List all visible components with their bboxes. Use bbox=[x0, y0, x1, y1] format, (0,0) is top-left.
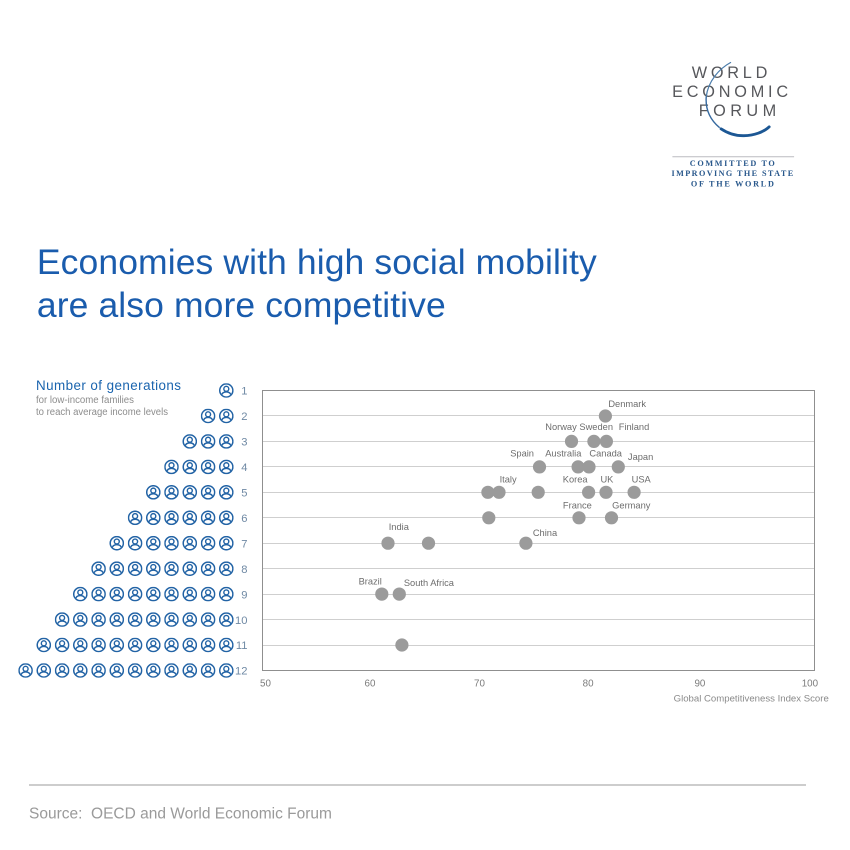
svg-text:11: 11 bbox=[236, 640, 248, 652]
svg-text:Source: OECD and World Econom: Source: OECD and World Economic Forum bbox=[29, 806, 332, 823]
svg-text:India: India bbox=[389, 522, 410, 532]
svg-text:100: 100 bbox=[802, 678, 819, 689]
svg-text:Japan: Japan bbox=[628, 452, 653, 462]
svg-text:COMMITTED TO: COMMITTED TO bbox=[690, 159, 775, 168]
svg-text:Canada: Canada bbox=[589, 449, 622, 459]
svg-text:Global Competitiveness Index S: Global Competitiveness Index Score bbox=[674, 694, 829, 705]
svg-text:Spain: Spain bbox=[510, 449, 534, 459]
svg-text:Economies with high social mob: Economies with high social mobility bbox=[37, 242, 597, 282]
svg-text:OF THE WORLD: OF THE WORLD bbox=[691, 179, 774, 188]
svg-text:China: China bbox=[533, 528, 558, 538]
svg-text:Number of generations: Number of generations bbox=[36, 378, 181, 393]
svg-text:to reach average income levels: to reach average income levels bbox=[36, 407, 168, 418]
svg-text:80: 80 bbox=[583, 678, 594, 689]
svg-text:are also more competitive: are also more competitive bbox=[37, 285, 446, 325]
svg-text:1: 1 bbox=[241, 386, 247, 398]
svg-text:2: 2 bbox=[241, 411, 247, 423]
svg-text:12: 12 bbox=[235, 666, 247, 678]
svg-text:Germany: Germany bbox=[612, 500, 651, 510]
svg-text:UK: UK bbox=[600, 475, 614, 485]
svg-text:FORUM: FORUM bbox=[699, 102, 777, 120]
svg-text:Denmark: Denmark bbox=[608, 399, 646, 409]
svg-text:for low-income families: for low-income families bbox=[36, 395, 134, 406]
svg-text:50: 50 bbox=[260, 678, 271, 689]
svg-text:60: 60 bbox=[365, 678, 376, 689]
svg-text:Norway: Norway bbox=[545, 422, 577, 432]
svg-text:7: 7 bbox=[241, 538, 247, 550]
svg-text:Korea: Korea bbox=[563, 475, 589, 485]
svg-text:Sweden: Sweden bbox=[579, 422, 613, 432]
svg-text:USA: USA bbox=[632, 475, 652, 485]
svg-text:10: 10 bbox=[235, 615, 247, 627]
svg-text:Finland: Finland bbox=[619, 422, 650, 432]
svg-text:Italy: Italy bbox=[500, 475, 517, 485]
svg-text:9: 9 bbox=[241, 589, 247, 601]
svg-text:6: 6 bbox=[241, 513, 247, 525]
svg-text:70: 70 bbox=[474, 678, 485, 689]
svg-text:Brazil: Brazil bbox=[359, 576, 382, 586]
svg-text:4: 4 bbox=[241, 462, 247, 474]
svg-text:Australia: Australia bbox=[545, 449, 582, 459]
svg-text:90: 90 bbox=[694, 678, 705, 689]
svg-text:ECONOMIC: ECONOMIC bbox=[672, 83, 788, 101]
svg-text:8: 8 bbox=[241, 564, 247, 576]
svg-text:France: France bbox=[563, 500, 592, 510]
svg-text:IMPROVING THE STATE: IMPROVING THE STATE bbox=[672, 169, 794, 178]
svg-text:3: 3 bbox=[241, 437, 247, 449]
svg-text:5: 5 bbox=[241, 488, 247, 500]
svg-text:WORLD: WORLD bbox=[692, 64, 768, 82]
svg-text:South Africa: South Africa bbox=[404, 578, 455, 588]
